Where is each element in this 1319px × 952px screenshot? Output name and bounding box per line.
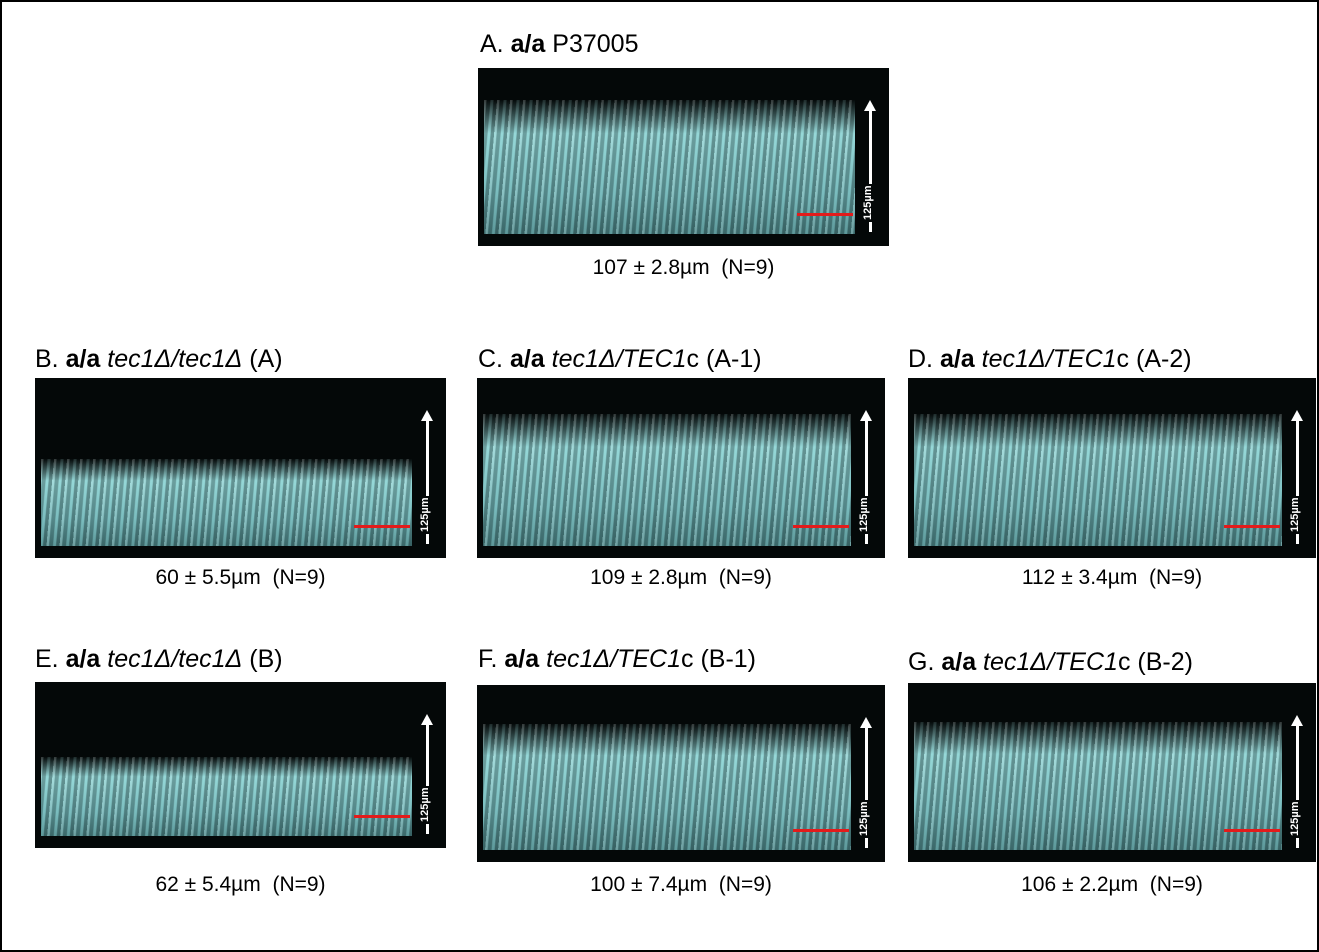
panel-title: D. a/a tec1Δ/TEC1c (A-2) [908,345,1192,374]
title-segment: tec1Δ/tec1Δ [100,645,243,673]
panel-caption: 109 ± 2.8µm (N=9) [590,566,772,589]
panel-title: A. a/a P37005 [480,30,638,59]
biofilm-section [41,756,412,836]
biofilm-image: 125µm [477,685,885,862]
title-segment: A. [480,30,511,58]
title-segment: a/a [504,645,540,673]
scale-label: 125µm [858,495,870,534]
biofilm-image: 125µm [35,682,446,848]
scale-bar [793,525,849,528]
panel-title: B. a/a tec1Δ/tec1Δ (A) [35,345,283,374]
title-segment: D. [908,345,940,373]
panel-caption: 106 ± 2.2µm (N=9) [1021,873,1203,896]
title-segment: tec1Δ/TEC1 [544,345,687,373]
scale-bar [354,525,410,528]
title-segment: P37005 [545,30,639,58]
title-segment: a/a [939,345,975,373]
title-segment: tec1Δ/TEC1 [539,645,681,673]
biofilm-image: 125µm [478,68,889,246]
title-segment: F. [478,645,505,673]
title-segment: c (A-1) [686,345,762,373]
scale-bar [1224,829,1280,832]
height-arrow [1291,715,1303,848]
panel-title: F. a/a tec1Δ/TEC1c (B-1) [478,645,756,674]
title-segment: (B) [242,645,283,673]
scale-label: 125µm [862,183,874,222]
title-segment: (A) [242,345,283,373]
title-segment: a/a [65,645,101,673]
biofilm-image: 125µm [35,378,446,558]
biofilm-image: 125µm [908,683,1316,862]
panel-caption: 107 ± 2.8µm (N=9) [592,256,775,279]
scale-label: 125µm [1289,495,1301,534]
scale-bar [354,815,410,818]
height-arrow [421,714,433,834]
title-segment: c (A-2) [1116,345,1192,373]
height-arrow [421,410,433,544]
title-segment: E. [35,645,66,673]
title-segment: c (B-1) [681,645,756,673]
title-segment: a/a [941,648,977,676]
panel-caption: 100 ± 7.4µm (N=9) [590,873,772,896]
title-segment: C. [478,345,510,373]
scale-label: 125µm [419,495,431,534]
panel-title: G. a/a tec1Δ/TEC1c (B-2) [908,648,1193,677]
biofilm-section [914,414,1282,546]
scale-bar [797,213,853,216]
title-segment: tec1Δ/tec1Δ [100,345,243,373]
biofilm-section [483,414,851,546]
height-arrow [1291,410,1303,544]
biofilm-section [914,722,1282,850]
biofilm-section [483,723,851,850]
scale-bar [1224,525,1280,528]
title-segment: a/a [65,345,101,373]
panel-title: E. a/a tec1Δ/tec1Δ (B) [35,645,283,674]
title-segment: G. [908,648,942,676]
height-arrow [864,100,876,232]
title-segment: a/a [509,345,545,373]
biofilm-section [484,100,855,234]
panel-caption: 112 ± 3.4µm (N=9) [1021,566,1203,589]
height-arrow [860,717,872,848]
scale-label: 125µm [1289,799,1301,838]
title-segment: tec1Δ/TEC1 [974,345,1117,373]
title-segment: tec1Δ/TEC1 [976,648,1118,676]
scale-label: 125µm [419,785,431,824]
biofilm-image: 125µm [477,378,885,558]
title-segment: B. [35,345,66,373]
scale-label: 125µm [858,799,870,838]
scale-bar [793,829,849,832]
title-segment: c (B-2) [1117,648,1193,676]
height-arrow [860,410,872,544]
panel-caption: 62 ± 5.4µm (N=9) [155,873,326,896]
panel-caption: 60 ± 5.5µm (N=9) [155,566,326,589]
panel-title: C. a/a tec1Δ/TEC1c (A-1) [478,345,762,374]
biofilm-section [41,459,412,546]
biofilm-image: 125µm [908,378,1316,558]
title-segment: a/a [510,30,546,58]
